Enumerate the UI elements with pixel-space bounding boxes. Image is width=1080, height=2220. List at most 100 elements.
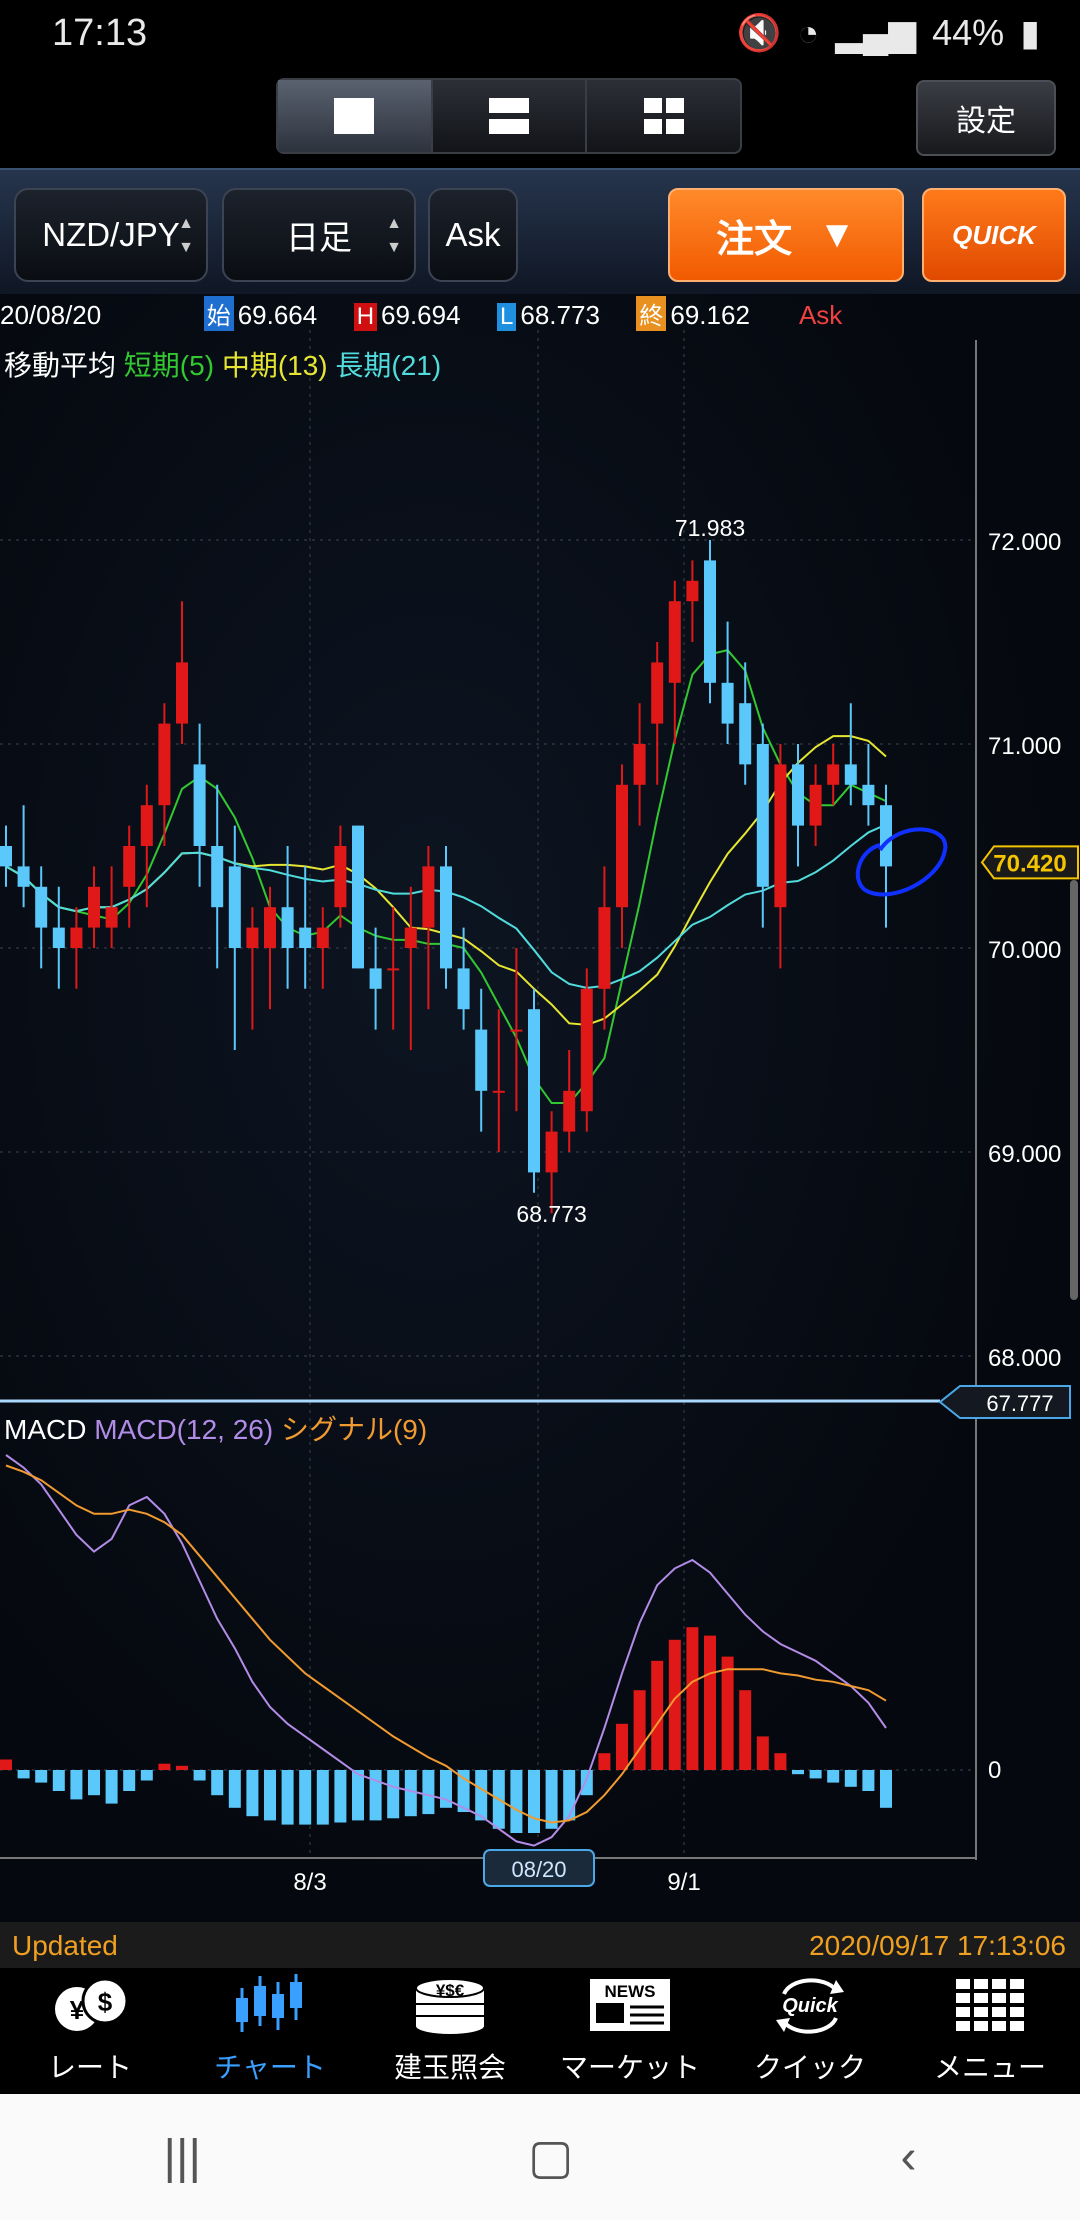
macd-histogram-bar	[616, 1723, 628, 1770]
tab-market[interactable]: NEWS マーケット	[540, 1968, 720, 2094]
candle-body	[580, 988, 593, 1112]
candle-body	[193, 764, 206, 846]
current-price-label: 70.420	[993, 850, 1066, 877]
back-icon[interactable]: ‹	[900, 2130, 917, 2184]
quick-order-button[interactable]: QUICK	[922, 188, 1066, 282]
macd-histogram-bar	[510, 1770, 523, 1833]
macd-histogram-bar	[334, 1770, 347, 1823]
scroll-thumb	[1070, 880, 1078, 1300]
single-pane-icon	[334, 98, 375, 134]
signal-label: シグナル(9)	[280, 1414, 428, 1445]
updated-bar: Updated 2020/09/17 17:13:06	[0, 1922, 1080, 1968]
macd-histogram-bar	[580, 1770, 593, 1796]
signal-icon: ▂▄▆	[835, 12, 917, 53]
low-label: 68.773	[516, 1201, 586, 1227]
signal-line	[5, 1464, 887, 1824]
macd-histogram-bar	[792, 1770, 804, 1775]
candle-body	[457, 968, 470, 1010]
macd-histogram-bar	[176, 1765, 188, 1770]
candle-body	[264, 907, 276, 948]
candle-body	[774, 764, 787, 908]
recent-apps-icon[interactable]: |||	[163, 2130, 201, 2184]
candle-body	[158, 723, 171, 806]
layout-split-button[interactable]	[433, 80, 588, 152]
candle-body	[176, 662, 188, 724]
status-icons: 🔇 ◔ ▂▄▆ 44% ▮	[737, 12, 1040, 54]
candle-body	[721, 682, 734, 724]
candle-body	[563, 1090, 576, 1132]
macd-histogram-bar	[475, 1770, 488, 1821]
macd-histogram-bar	[387, 1770, 400, 1819]
pair-label: NZD/JPY	[42, 216, 180, 253]
candle-body	[211, 846, 224, 908]
candle-body	[651, 662, 664, 724]
candle-body	[880, 805, 892, 867]
chart-area[interactable]: 72.000 71.000 70.000 69.000 68.000 71.983 68.7…	[0, 294, 1080, 1924]
tab-label: チャート	[214, 2052, 326, 2083]
ohlc-low: 68.773	[520, 300, 600, 330]
macd-histogram-bar	[70, 1770, 83, 1800]
ohlc-row: 20/08/20 始 69.664 H 69.694 L 68.773 終 69.162…	[0, 296, 846, 331]
chart-canvas[interactable]: 72.000 71.000 70.000 69.000 68.000 71.983 68.7…	[0, 294, 1080, 1924]
side-toggle[interactable]: Ask	[428, 188, 518, 282]
tab-rate[interactable]: ¥ $ レート	[0, 1968, 180, 2094]
low-tag: L	[497, 303, 517, 331]
home-icon[interactable]: ▢	[528, 2131, 574, 2184]
tab-chart[interactable]: チャート	[180, 1968, 360, 2094]
order-label: 注文	[716, 218, 793, 261]
coins-icon: ¥$€	[410, 1970, 490, 2040]
candle-body	[528, 1009, 540, 1173]
mute-icon: 🔇	[736, 12, 782, 53]
updated-label: Updated	[12, 1930, 118, 1961]
macd-histogram-bar	[528, 1770, 540, 1833]
chart-toolbar: NZD/JPY ▲ ▼ 日足 ▲ ▼ Ask 注文 ▼ QUICK	[0, 168, 1080, 296]
separator-price-label: 67.777	[986, 1391, 1053, 1416]
macd-histogram-bar	[88, 1770, 100, 1796]
macd-histogram-bar	[264, 1770, 276, 1821]
macd-histogram-bar	[809, 1770, 822, 1779]
yen-dollar-icon: ¥ $	[45, 1970, 135, 2040]
system-nav-bar: ||| ▢ ‹	[0, 2094, 1080, 2220]
candle-body	[35, 886, 48, 928]
tab-quick[interactable]: Quick クイック	[720, 1968, 900, 2094]
macd-histogram-bar	[228, 1770, 241, 1808]
candle-body	[422, 866, 435, 928]
candle-body	[756, 744, 769, 887]
tab-menu[interactable]: メニュー	[900, 1968, 1080, 2094]
candle-body	[246, 927, 259, 948]
ohlc-close: 69.162	[670, 300, 750, 330]
order-button[interactable]: 注文 ▼	[668, 188, 904, 282]
macd-histogram-bar	[17, 1770, 30, 1779]
battery-icon: ▮	[1020, 12, 1040, 53]
period-selector[interactable]: 日足 ▲ ▼	[222, 188, 416, 282]
macd-histogram-bar	[668, 1639, 681, 1770]
settings-button[interactable]: 設定	[916, 80, 1056, 156]
candle-body	[105, 907, 118, 928]
macd-histogram-bar	[123, 1770, 136, 1791]
ohlc-side: Ask	[798, 300, 843, 330]
ohlc-high: 69.694	[381, 300, 461, 330]
tab-label: 建玉照会	[393, 2052, 506, 2083]
macd-label: MACD(12, 26)	[94, 1414, 274, 1445]
svg-text:Quick: Quick	[782, 1995, 838, 2017]
layout-grid-button[interactable]	[587, 80, 740, 152]
pair-selector[interactable]: NZD/JPY ▲ ▼	[14, 188, 208, 282]
candle-body	[88, 886, 100, 928]
candle-body	[844, 764, 857, 785]
candle-body	[827, 764, 840, 785]
macd-title: MACD	[4, 1414, 87, 1445]
price-tick-label: 70.000	[988, 937, 1061, 964]
layout-single-button[interactable]	[278, 80, 433, 152]
macd-histogram-bar	[422, 1770, 435, 1815]
updown-icon: ▲ ▼	[178, 215, 194, 256]
macd-histogram-bar	[404, 1770, 417, 1817]
svg-text:¥$€: ¥$€	[436, 1981, 465, 2000]
candle-body	[616, 784, 628, 908]
candle-body	[633, 744, 646, 785]
tab-label: マーケット	[559, 2052, 700, 2083]
candle-body	[686, 580, 699, 602]
separator-price-tag	[938, 1385, 1071, 1419]
tab-positions[interactable]: ¥$€ 建玉照会	[360, 1968, 540, 2094]
quick-icon: Quick	[768, 1970, 852, 2040]
price-tick-label: 68.000	[988, 1345, 1061, 1372]
